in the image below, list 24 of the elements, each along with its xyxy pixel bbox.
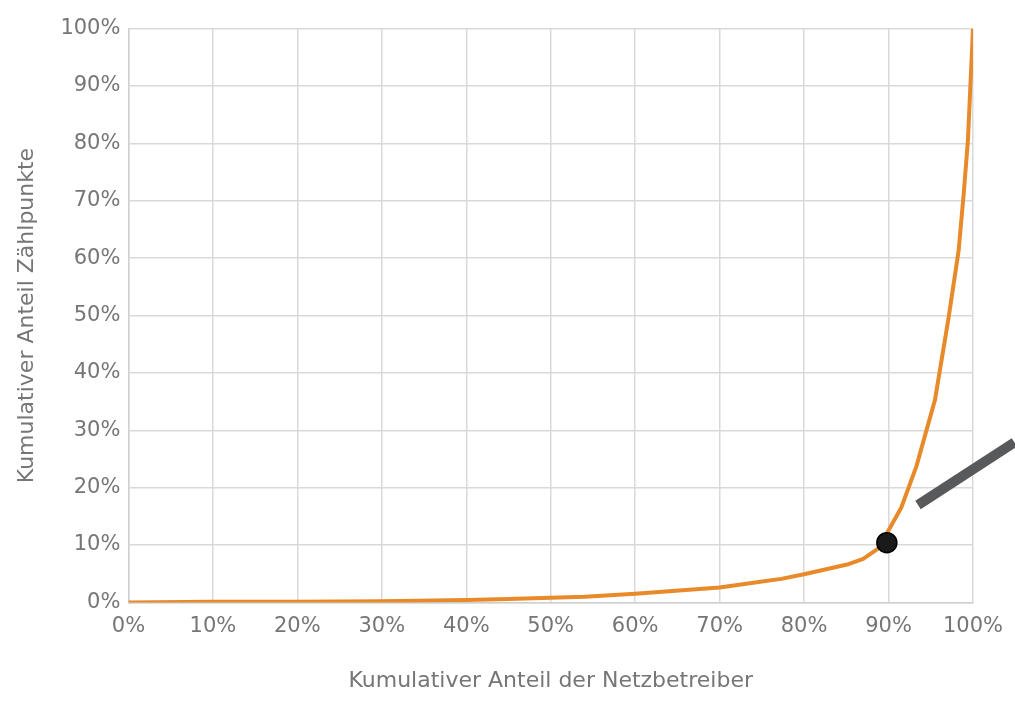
y-tick-label: 70% [73, 187, 121, 212]
x-axis-title: Kumulativer Anteil der Netzbetreiber [348, 666, 754, 692]
y-axis-title: Kumulativer Anteil Zählpunkte [12, 147, 38, 484]
x-tick-label: 100% [942, 613, 1004, 638]
x-tick-label: 30% [358, 613, 406, 638]
y-tick-label: 50% [73, 301, 121, 326]
x-tick-label: 40% [442, 613, 490, 638]
y-tick-label: 100% [60, 15, 121, 40]
x-tick-label: 80% [780, 613, 828, 638]
y-tick-label: 30% [73, 416, 121, 441]
y-tick-label: 20% [73, 474, 121, 499]
x-tick-label: 70% [696, 613, 743, 638]
y-tick-label: 0% [87, 588, 121, 613]
x-tick-label: 20% [274, 613, 321, 638]
x-tick-label: 10% [189, 613, 237, 638]
y-tick-label: 60% [73, 244, 121, 269]
x-tick-label: 60% [611, 613, 659, 638]
x-tick-label: 90% [865, 613, 912, 638]
x-tick-label: 50% [527, 613, 575, 638]
y-tick-label: 80% [73, 129, 121, 154]
y-tick-label: 40% [73, 359, 121, 384]
y-tick-label: 90% [73, 72, 121, 97]
y-tick-label: 10% [73, 531, 121, 556]
x-tick-label: 0% [111, 613, 146, 638]
